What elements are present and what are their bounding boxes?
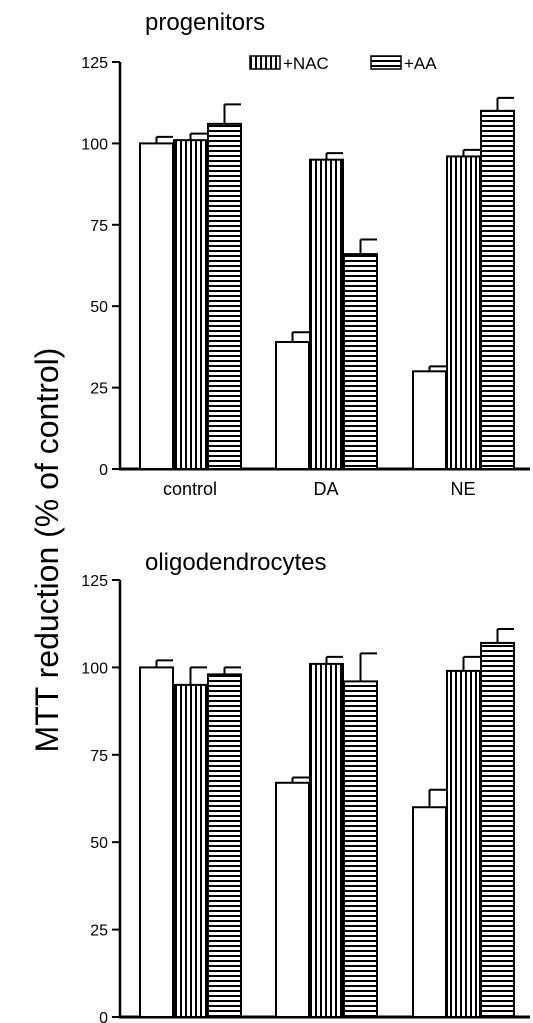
y-tick-label: 100	[81, 136, 108, 153]
bar	[309, 662, 344, 1018]
bar	[173, 139, 208, 470]
y-tick-label: 25	[90, 923, 108, 940]
bar	[480, 109, 515, 470]
x-category-label: DA	[313, 479, 338, 499]
y-tick-label: 125	[81, 55, 108, 72]
x-category-label: NE	[450, 479, 475, 499]
y-tick-label: 75	[90, 218, 108, 235]
chart-title: oligodendrocytes	[145, 549, 326, 576]
bar	[446, 155, 481, 470]
x-category-label: control	[163, 479, 217, 499]
bar	[343, 680, 378, 1018]
y-tick-label: 25	[90, 381, 108, 398]
y-tick-label: 0	[99, 462, 108, 479]
bar	[446, 669, 481, 1018]
y-axis-label: MTT reduction (% of control)	[29, 348, 65, 753]
bar	[412, 370, 447, 471]
y-tick-label: 50	[90, 835, 108, 852]
legend-label: +NAC	[283, 54, 329, 73]
panel-oligodendrocytes: oligodendrocytes0255075100125controlDANE	[81, 549, 530, 1023]
bar	[207, 122, 242, 470]
bar	[139, 666, 174, 1019]
bar	[275, 341, 310, 470]
legend-swatch	[249, 55, 281, 70]
y-tick-label: 0	[99, 1010, 108, 1023]
y-tick-label: 125	[81, 573, 108, 590]
bar	[480, 641, 515, 1018]
chart-title: progenitors	[145, 9, 265, 36]
y-tick-label: 100	[81, 660, 108, 677]
y-tick-label: 50	[90, 299, 108, 316]
bar	[173, 683, 208, 1018]
bar	[207, 673, 242, 1019]
bar	[309, 158, 344, 470]
bar	[139, 142, 174, 470]
bar	[343, 253, 378, 470]
bar	[275, 781, 310, 1018]
legend-label: +AA	[404, 54, 437, 73]
chart-legend: +NAC +AA	[249, 54, 437, 73]
y-tick-label: 75	[90, 748, 108, 765]
legend-swatch	[370, 55, 402, 70]
bar	[412, 806, 447, 1018]
